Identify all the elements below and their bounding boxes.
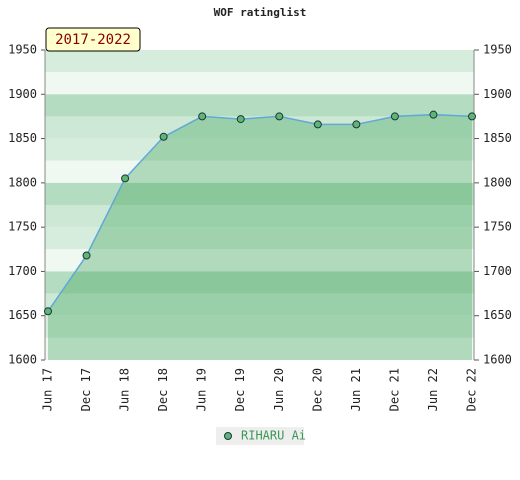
point [313, 120, 322, 129]
x-tick-label: Jun 22 [426, 368, 440, 411]
background-stripe [45, 182, 474, 205]
y-tick-label: 1850 [8, 131, 37, 145]
x-tick-label: Dec 21 [387, 368, 401, 411]
point [121, 174, 130, 183]
background-stripe [45, 227, 474, 250]
x-tick-label: Dec 22 [465, 368, 479, 411]
y-tick-label: 1600 [8, 353, 37, 367]
area [48, 114, 472, 361]
y2-tick-label: 1950 [483, 43, 512, 57]
x-tick-label: Dec 20 [310, 368, 324, 411]
annotation-box [45, 27, 141, 52]
y-tick-label: 1700 [8, 264, 37, 278]
y2-tick-label: 1900 [483, 87, 512, 101]
legend-label: RIHARU Ai [241, 429, 306, 443]
x-tick-label: Dec 19 [233, 368, 247, 411]
point [390, 112, 399, 121]
point [44, 307, 52, 316]
x-tick-label: Jun 18 [118, 368, 132, 411]
point [429, 110, 438, 119]
y-tick-label: 1800 [8, 175, 37, 189]
point [198, 112, 207, 121]
y2-tick-label: 1850 [483, 131, 512, 145]
background-stripe [45, 315, 474, 338]
point [159, 132, 168, 141]
point [468, 112, 476, 121]
background-stripe [45, 205, 474, 228]
point [236, 115, 245, 124]
background-stripe [45, 138, 474, 161]
background-stripe [45, 50, 474, 73]
y-tick-label: 1900 [8, 87, 37, 101]
point [82, 251, 91, 260]
legend-marker [224, 432, 232, 440]
plot: 1600 1650 1700 1750 1800 1850 1900 1950 1600 1650… [8, 43, 512, 412]
x-tick-label: Dec 18 [156, 368, 170, 411]
background-stripe [45, 337, 474, 360]
plot-background [45, 50, 474, 360]
x-tick-label: Jun 19 [195, 368, 209, 411]
y-tick-label: 1950 [8, 43, 37, 57]
y2-tick-label: 1650 [483, 308, 512, 322]
annotation: 2017-2022 [55, 32, 131, 48]
legend [216, 427, 304, 445]
x-tick-label: Jun 17 [41, 368, 55, 411]
background-stripe [45, 160, 474, 183]
background-stripe [45, 293, 474, 316]
background-stripe [45, 94, 474, 117]
x-tick-label: Dec 17 [79, 368, 93, 411]
y2-tick-label: 1750 [483, 220, 512, 234]
y2-tick-label: 1800 [483, 175, 512, 189]
background-stripe [45, 72, 474, 95]
point [352, 120, 361, 129]
y-tick-label: 1650 [8, 308, 37, 322]
line [47, 113, 473, 312]
background-stripe [45, 249, 474, 272]
chart-title: WOF ratinglist [214, 6, 307, 19]
y2-tick-label: 1600 [483, 353, 512, 367]
x-tick-label: Jun 21 [349, 368, 363, 411]
y-tick-label: 1750 [8, 220, 37, 234]
y2-tick-label: 1700 [483, 264, 512, 278]
x-tick-label: Jun 20 [272, 368, 286, 411]
background-stripe [45, 271, 474, 294]
point [275, 112, 284, 121]
